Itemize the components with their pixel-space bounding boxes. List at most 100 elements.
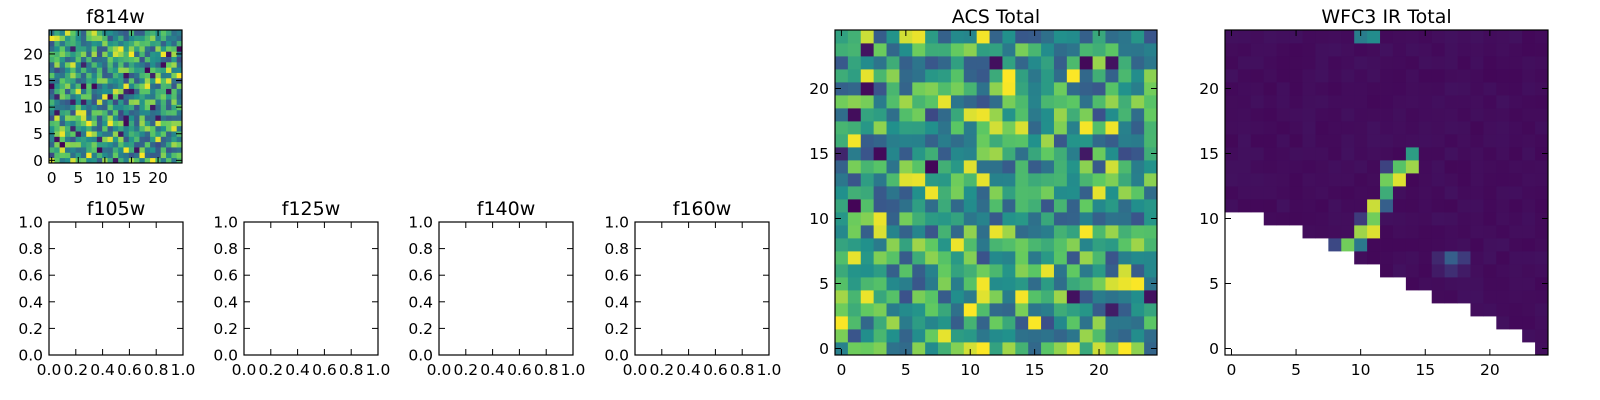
heatmap-cell [1392, 147, 1407, 161]
heatmap-cell [1118, 121, 1132, 135]
heatmap-cell [1431, 225, 1446, 239]
heatmap-cell [886, 225, 900, 239]
heatmap-cell [1092, 303, 1106, 317]
heatmap-cell [112, 77, 119, 84]
heatmap-cell [1380, 43, 1394, 57]
y-tick-label: 5 [33, 125, 43, 143]
heatmap-cell [1470, 173, 1484, 187]
heatmap-cell [54, 35, 61, 42]
heatmap-cell [123, 147, 130, 153]
heatmap-cell [64, 30, 71, 36]
heatmap-cell [1431, 290, 1446, 304]
heatmap-cell [176, 72, 183, 79]
heatmap-cell [171, 104, 178, 111]
heatmap-cell [70, 67, 76, 73]
heatmap-cell [1079, 56, 1093, 70]
heatmap-cell [925, 95, 939, 109]
heatmap-cell [938, 277, 952, 291]
heatmap-cell [54, 152, 61, 159]
heatmap-cell [1341, 134, 1355, 148]
heatmap-cell [139, 77, 146, 84]
heatmap-cell [963, 134, 978, 148]
heatmap-cell [835, 264, 849, 278]
heatmap-cell [1405, 121, 1420, 135]
heatmap-cell [1418, 69, 1433, 83]
heatmap-cell [91, 88, 98, 95]
heatmap-cell [150, 104, 156, 111]
heatmap-cell [176, 152, 183, 159]
heatmap-cell [938, 251, 952, 265]
heatmap-cell [938, 173, 952, 187]
y-tick-label: 1.0 [408, 214, 433, 232]
heatmap-cell [171, 45, 178, 52]
heatmap-cell [70, 141, 76, 148]
heatmap-cell [1092, 56, 1106, 70]
heatmap-cell [1144, 199, 1158, 213]
heatmap-cell [1522, 30, 1536, 44]
heatmap-cell [155, 99, 162, 105]
heatmap-cell [1470, 277, 1484, 291]
heatmap-cell [123, 136, 130, 143]
heatmap-cell [1457, 108, 1471, 122]
heatmap-cell [1509, 95, 1523, 109]
y-tick-label: 0 [1209, 340, 1219, 358]
heatmap-cell [171, 99, 178, 105]
heatmap-cell [123, 115, 130, 121]
heatmap-cell [59, 61, 66, 68]
heatmap-cell [1535, 82, 1549, 96]
chart-title: f125w [282, 198, 341, 220]
heatmap-cell [925, 303, 939, 317]
heatmap-cell [107, 147, 114, 153]
heatmap-cell [989, 199, 1003, 213]
heatmap-cell [1470, 108, 1484, 122]
heatmap-cell [912, 212, 926, 226]
heatmap-cell [1015, 290, 1029, 304]
heatmap-cell [1053, 251, 1068, 265]
heatmap-cell [64, 67, 71, 73]
heatmap-cell [1289, 147, 1303, 161]
heatmap-cell [989, 95, 1003, 109]
heatmap-cell [160, 61, 167, 68]
heatmap-cell [166, 99, 172, 105]
heatmap-cell [1092, 342, 1106, 356]
heatmap-cell [49, 45, 55, 52]
heatmap-cell [1509, 316, 1523, 330]
heatmap-cell [128, 152, 135, 159]
heatmap-cell [49, 88, 55, 95]
heatmap-cell [1289, 134, 1303, 148]
heatmap-cell [1041, 342, 1055, 356]
heatmap-cell [64, 157, 71, 164]
heatmap-cell [86, 72, 92, 79]
heatmap-cell [1315, 134, 1329, 148]
heatmap-cell [1131, 186, 1145, 200]
heatmap-cell [912, 342, 926, 356]
heatmap-cell [54, 141, 61, 148]
heatmap-cell [1144, 329, 1158, 343]
heatmap-cell [1092, 186, 1106, 200]
heatmap-cell [75, 88, 82, 95]
heatmap-cell [1328, 186, 1342, 200]
x-tick-label: 0.0 [37, 361, 62, 379]
heatmap-cell [144, 30, 151, 36]
heatmap-cell [1002, 238, 1016, 252]
heatmap-cell [1315, 121, 1329, 135]
heatmap-cell [49, 147, 55, 153]
heatmap-cell [150, 152, 156, 159]
heatmap-cell [912, 134, 926, 148]
heatmap-cell [938, 290, 952, 304]
heatmap-cell [938, 342, 952, 356]
heatmap-cell [155, 115, 162, 121]
heatmap-cell [1535, 238, 1549, 252]
heatmap-cell [91, 147, 98, 153]
heatmap-cell [112, 125, 119, 132]
heatmap-cell [847, 134, 862, 148]
heatmap-cell [1535, 264, 1549, 278]
heatmap-cell [49, 56, 55, 63]
heatmap-cell [1118, 56, 1132, 70]
heatmap-cell [886, 43, 900, 57]
heatmap-cell [1367, 82, 1381, 96]
heatmap-cell [1496, 316, 1510, 330]
heatmap-cell [118, 30, 124, 36]
heatmap-cell [1522, 186, 1536, 200]
heatmap-cell [886, 329, 900, 343]
